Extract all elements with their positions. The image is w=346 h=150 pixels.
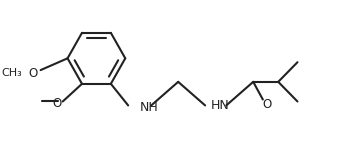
Text: O: O <box>262 98 271 111</box>
Text: NH: NH <box>140 101 158 114</box>
Text: O: O <box>28 67 38 80</box>
Text: CH₃: CH₃ <box>1 68 22 78</box>
Text: O: O <box>52 97 62 110</box>
Text: HN: HN <box>211 99 230 112</box>
